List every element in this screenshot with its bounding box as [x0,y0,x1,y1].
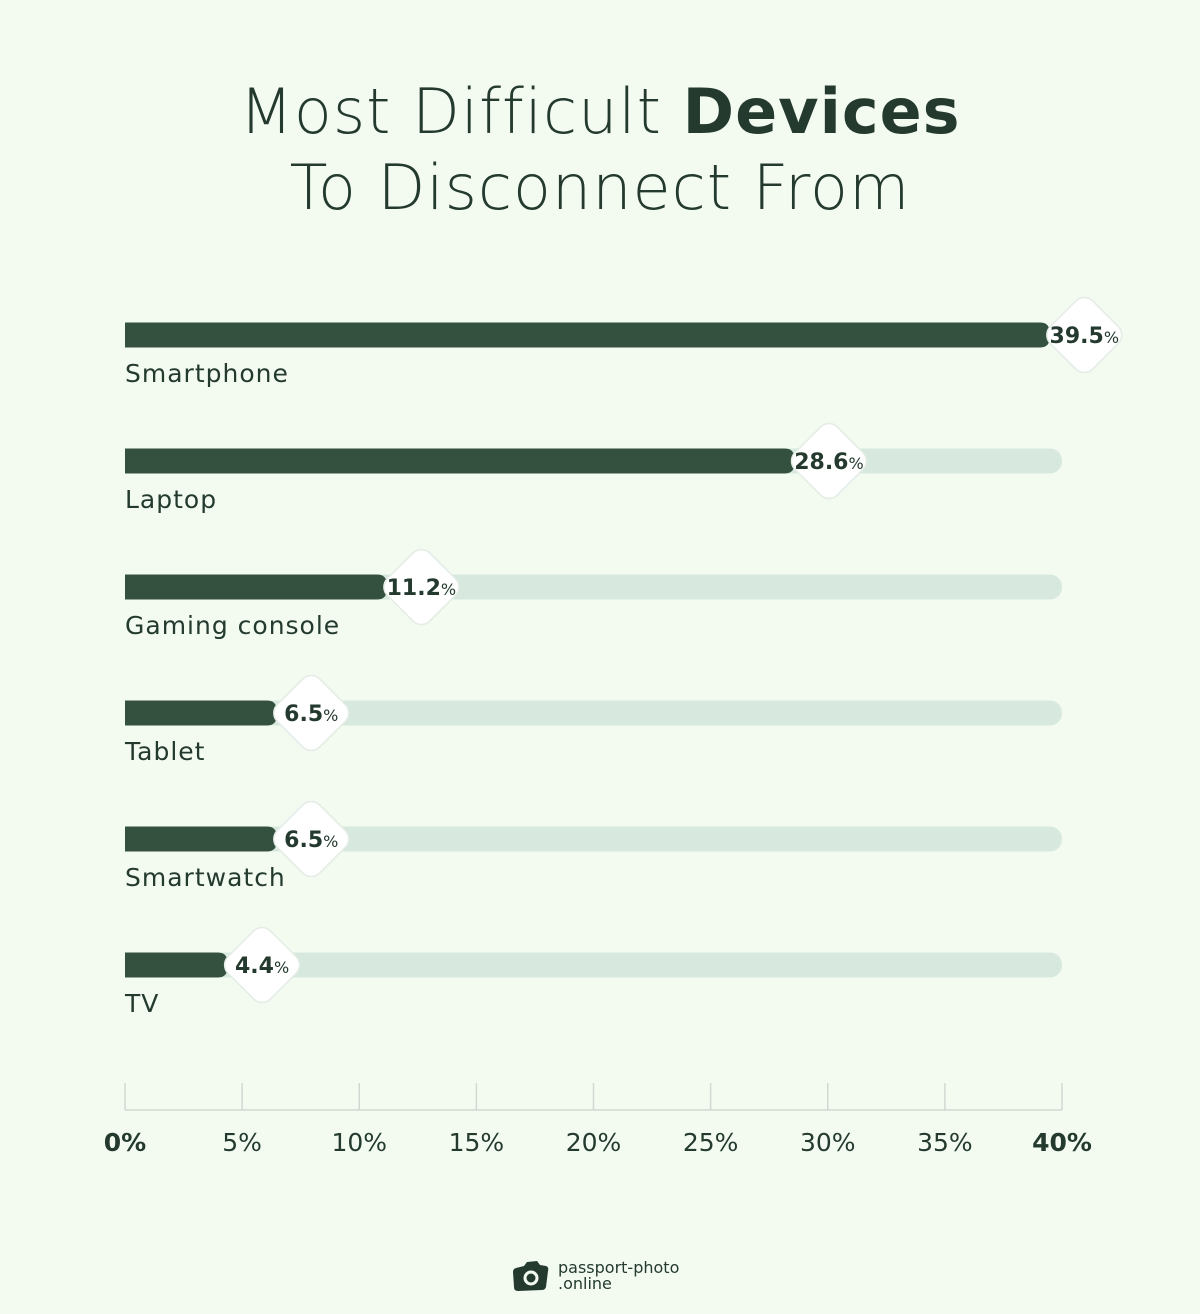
data-label-value: 4.4 [235,954,274,979]
data-label-unit: % [323,832,338,851]
data-label-badge [383,548,460,626]
bar [125,700,278,726]
x-tick-label: 0% [104,1128,146,1157]
category-label: Tablet [124,737,205,766]
brand-domain: .online [558,1274,612,1293]
bar-track [125,700,1062,726]
data-label-value: 6.5 [284,828,323,853]
brand-name: passport-photo [558,1258,680,1277]
bar [125,322,1051,348]
title-bold: Devices [682,75,961,148]
data-label-value: 6.5 [284,702,323,727]
data-label-badge [790,422,868,500]
x-tick-label: 30% [800,1128,856,1157]
x-tick-label: 5% [222,1128,262,1157]
brand-logo: passport-photo .online [512,1260,679,1292]
data-label-badge [223,926,301,1004]
category-label: Smartwatch [125,863,286,892]
title-regular: Most Difficult [239,75,662,148]
x-tick-label: 40% [1032,1128,1092,1157]
bar [125,826,278,852]
x-tick-label: 10% [331,1128,387,1157]
bar [125,952,229,978]
chart-title: Most Difficult Devices [0,74,1200,150]
x-tick-label: 20% [566,1128,622,1157]
category-label: Gaming console [125,611,340,640]
bar [125,574,388,600]
category-label: Laptop [125,485,217,514]
data-label-unit: % [323,706,338,725]
bar-track [125,952,1062,978]
x-tick-label: 25% [683,1128,739,1157]
data-label: 11.2% [387,576,456,601]
bar-track [125,826,1062,852]
data-label-unit: % [1104,328,1119,347]
data-label: 28.6% [794,450,863,475]
bar [125,448,795,474]
camera-icon [513,1261,549,1291]
data-label-unit: % [274,958,289,977]
data-label-value: 11.2 [387,576,441,601]
x-tick-label: 15% [449,1128,505,1157]
x-tick-label: 35% [917,1128,973,1157]
chart-title-line-2: To Disconnect From [289,151,911,224]
data-label: 4.4% [235,954,289,979]
data-label-badge [273,674,350,752]
data-label-badge [1046,296,1123,374]
data-label: 6.5% [284,828,338,853]
data-label-unit: % [848,454,863,473]
data-label-value: 39.5 [1050,324,1104,349]
data-label: 39.5% [1050,324,1119,349]
category-label: TV [124,989,159,1018]
data-label-badge [273,800,350,878]
data-label: 6.5% [284,702,338,727]
data-label-unit: % [441,580,456,599]
data-label-value: 28.6 [794,450,848,475]
category-label: Smartphone [125,359,289,388]
